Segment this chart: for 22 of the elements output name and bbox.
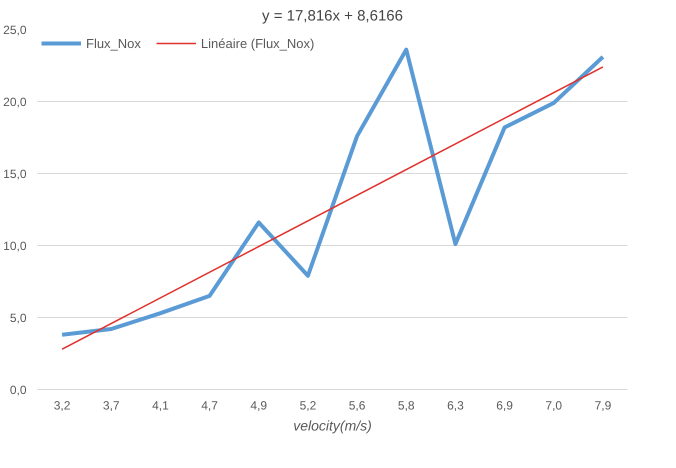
legend-label: Flux_Nox	[86, 36, 141, 50]
x-tick-label: 4,1	[152, 398, 170, 412]
y-tick-label: 25,0	[3, 23, 27, 37]
x-tick-label: 7,9	[594, 398, 612, 412]
x-tick-label: 3,2	[54, 398, 71, 412]
y-tick-label: 0,0	[10, 383, 27, 397]
x-tick-label: 5,6	[348, 398, 366, 412]
text: y = 17,816x + 8,6166	[262, 8, 403, 24]
x-tick-label: 5,2	[300, 398, 317, 412]
y-tick-label: 10,0	[3, 239, 27, 253]
y-tick-label: 20,0	[3, 95, 27, 109]
x-tick-label: 6,3	[447, 398, 464, 412]
x-tick-label: 4,7	[201, 398, 218, 412]
x-tick-label: 3,7	[102, 398, 120, 412]
x-axis-title: velocity(m/s)	[293, 418, 372, 434]
legend-label: Linéaire (Flux_Nox)	[200, 36, 314, 50]
y-tick-label: 5,0	[10, 311, 27, 325]
x-tick-label: 4,9	[250, 398, 268, 412]
x-tick-label: 7,0	[545, 398, 562, 412]
x-tick-label: 5,8	[398, 398, 415, 412]
x-tick-label: 6,9	[496, 398, 514, 412]
y-tick-label: 15,0	[3, 167, 27, 181]
